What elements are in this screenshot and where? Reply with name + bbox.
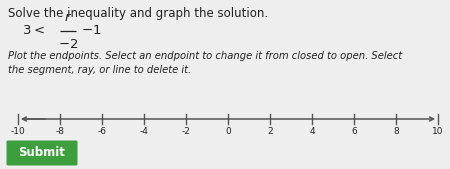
Text: -2: -2 (181, 127, 190, 136)
Text: 0: 0 (225, 127, 231, 136)
Text: 10: 10 (432, 127, 444, 136)
Text: 6: 6 (351, 127, 357, 136)
Text: Solve the inequality and graph the solution.: Solve the inequality and graph the solut… (8, 7, 268, 20)
Text: -6: -6 (98, 127, 107, 136)
Text: $- 1$: $- 1$ (81, 25, 101, 38)
Text: -10: -10 (11, 127, 25, 136)
Text: $-2$: $-2$ (58, 38, 78, 51)
Text: Plot the endpoints. Select an endpoint to change it from closed to open. Select
: Plot the endpoints. Select an endpoint t… (8, 51, 402, 75)
Text: $r$: $r$ (64, 11, 72, 24)
Text: $3 <$: $3 <$ (22, 25, 45, 38)
FancyBboxPatch shape (6, 140, 77, 165)
Text: Submit: Submit (18, 147, 65, 160)
Text: 2: 2 (267, 127, 273, 136)
Text: -8: -8 (55, 127, 64, 136)
Text: 8: 8 (393, 127, 399, 136)
Text: -4: -4 (140, 127, 148, 136)
Text: 4: 4 (309, 127, 315, 136)
